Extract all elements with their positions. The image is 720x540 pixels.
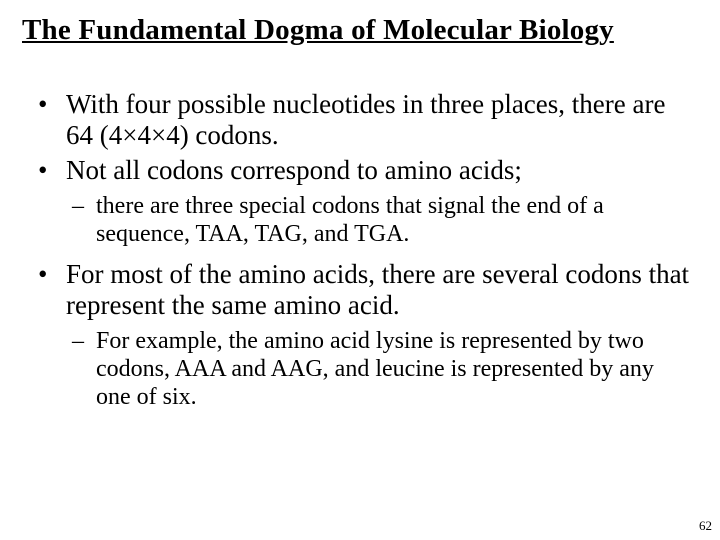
slide-content: With four possible nucleotides in three … [22, 89, 700, 412]
bullet-text: Not all codons correspond to amino acids… [66, 155, 522, 185]
bullet-item: Not all codons correspond to amino acids… [30, 155, 692, 249]
sub-bullet-list: For example, the amino acid lysine is re… [66, 327, 692, 412]
sub-bullet-text: there are three special codons that sign… [96, 193, 604, 247]
bullet-text: With four possible nucleotides in three … [66, 89, 665, 150]
sub-bullet-item: there are three special codons that sign… [66, 192, 692, 249]
slide-title: The Fundamental Dogma of Molecular Biolo… [22, 14, 700, 47]
sub-bullet-text: For example, the amino acid lysine is re… [96, 328, 654, 411]
page-number: 62 [699, 518, 712, 534]
bullet-item: With four possible nucleotides in three … [30, 89, 692, 151]
slide: The Fundamental Dogma of Molecular Biolo… [0, 0, 720, 540]
bullet-text: For most of the amino acids, there are s… [66, 259, 689, 320]
bullet-list: With four possible nucleotides in three … [30, 89, 692, 412]
sub-bullet-list: there are three special codons that sign… [66, 192, 692, 249]
bullet-item: For most of the amino acids, there are s… [30, 259, 692, 412]
sub-bullet-item: For example, the amino acid lysine is re… [66, 327, 692, 412]
